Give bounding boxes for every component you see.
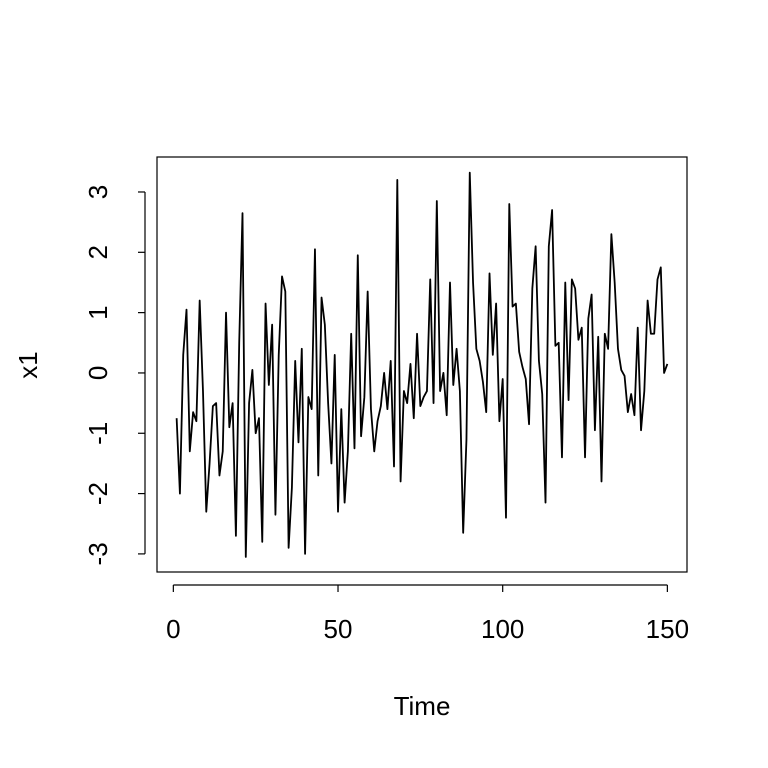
x-axis-label: Time <box>394 691 451 721</box>
x-tick-label: 100 <box>481 614 524 644</box>
x-tick-label: 0 <box>166 614 180 644</box>
y-axis-label: x1 <box>13 351 43 378</box>
plot-box <box>156 156 688 573</box>
y-tick-label: 3 <box>83 185 113 199</box>
y-tick-label: -1 <box>83 422 113 445</box>
y-tick-label: 0 <box>83 366 113 380</box>
x-tick-label: 50 <box>324 614 353 644</box>
y-tick-label: 1 <box>83 305 113 319</box>
y-tick-label: 2 <box>83 245 113 259</box>
y-tick-label: -2 <box>83 482 113 505</box>
x-tick-label: 150 <box>646 614 689 644</box>
y-tick-label: -3 <box>83 542 113 565</box>
series-line <box>175 171 669 558</box>
